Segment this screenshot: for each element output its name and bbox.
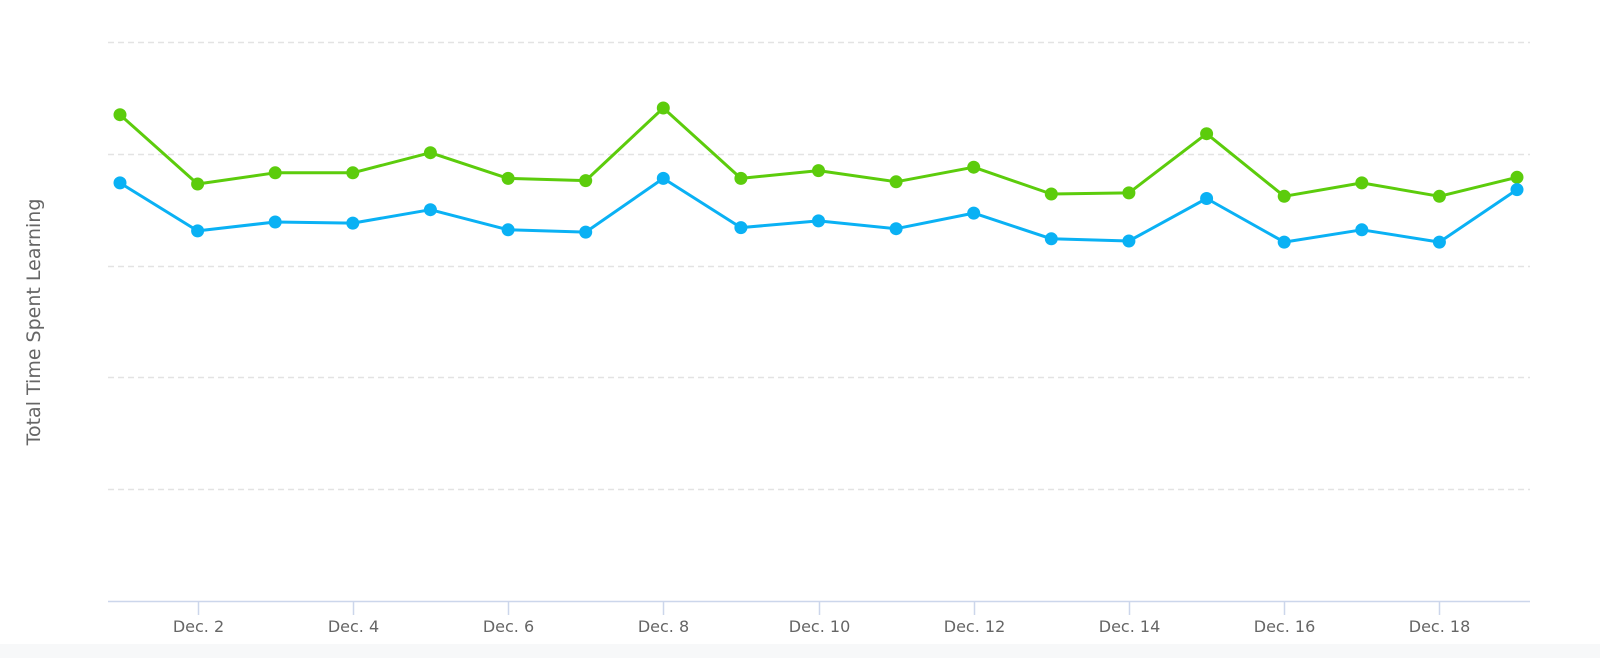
series-2-point xyxy=(1044,232,1058,246)
series-2-point xyxy=(1432,235,1446,249)
x-axis: Dec. 2 Dec. 4 Dec. 6 Dec. 8 Dec. 10 Dec. 12 De… xyxy=(108,600,1530,636)
series-1-point xyxy=(812,164,825,178)
x-tick-label: Dec. 4 xyxy=(328,617,379,636)
x-tick-label: Dec. 14 xyxy=(1099,617,1161,636)
series-2-point xyxy=(1200,192,1214,205)
series-1-point xyxy=(346,166,360,180)
series-1 xyxy=(113,101,1524,203)
series-2-point xyxy=(734,221,748,235)
series-2-point xyxy=(423,203,437,217)
series-2-point xyxy=(967,206,981,220)
series-2-point xyxy=(812,214,825,228)
x-tick-label: Dec. 12 xyxy=(944,617,1006,636)
series-1-line xyxy=(118,106,1519,198)
series-2-point xyxy=(1122,234,1136,248)
x-tick-label: Dec. 8 xyxy=(638,617,689,636)
y-axis-title: Total Time Spent Learning xyxy=(23,199,45,447)
series-1-point xyxy=(889,175,903,189)
series-1-point xyxy=(734,171,748,185)
series-2-point xyxy=(579,225,593,239)
series-1-point xyxy=(191,177,205,191)
series-2-point xyxy=(656,171,670,185)
series-2 xyxy=(113,171,1524,249)
series-1-point xyxy=(423,146,437,160)
series-2-point xyxy=(346,216,360,230)
series-1-point xyxy=(967,160,981,174)
series-1-point xyxy=(1122,186,1136,200)
x-tick-label: Dec. 2 xyxy=(173,617,224,636)
series-1-point xyxy=(1044,187,1058,201)
series-1-point xyxy=(1432,189,1446,203)
series-1-point xyxy=(579,174,593,188)
series-2-point xyxy=(889,222,903,236)
series-1-point xyxy=(113,108,127,122)
series-1-point xyxy=(501,171,515,185)
series-2-point xyxy=(268,215,282,229)
gridlines xyxy=(108,41,1530,491)
series-2-point xyxy=(1510,183,1524,197)
series-1-point xyxy=(1277,189,1291,203)
series-2-point xyxy=(113,176,127,190)
series-2-point xyxy=(501,223,515,237)
footer-band xyxy=(0,644,1600,658)
x-tick-label: Dec. 6 xyxy=(483,617,534,636)
series-2-line xyxy=(118,176,1519,244)
series-2-point xyxy=(1277,235,1291,249)
series-1-point xyxy=(1355,176,1369,190)
x-tick-label: Dec. 18 xyxy=(1409,617,1471,636)
series-1-point xyxy=(268,166,282,180)
x-tick-label: Dec. 16 xyxy=(1254,617,1316,636)
series-1-point xyxy=(656,101,670,115)
series-2-point xyxy=(191,224,205,238)
series-1-point xyxy=(1200,127,1214,141)
series-group xyxy=(113,101,1524,249)
x-tick-label: Dec. 10 xyxy=(789,617,851,636)
series-2-point xyxy=(1355,223,1369,237)
series-1-point xyxy=(1510,170,1524,184)
